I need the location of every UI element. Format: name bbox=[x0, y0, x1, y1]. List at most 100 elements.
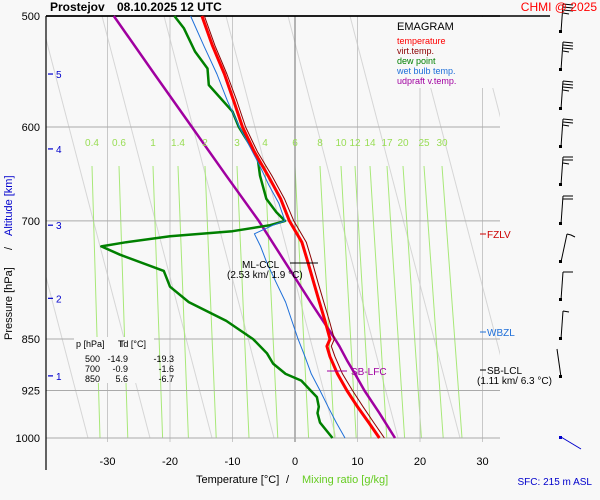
wind-barb bbox=[559, 233, 576, 263]
x-tick-label: -20 bbox=[162, 456, 178, 468]
y-tick-label: 600 bbox=[22, 122, 40, 134]
surface-elevation: SFC: 215 m ASL bbox=[518, 477, 593, 488]
barb-station-dot bbox=[559, 298, 562, 301]
wind-barb bbox=[559, 156, 573, 186]
table-cell-dewpoint: -6.7 bbox=[158, 374, 174, 384]
x-tick-label: -30 bbox=[100, 456, 116, 468]
barb-half-feather bbox=[562, 162, 570, 165]
data-table: p [hPa] TTd [°C] 500 -14.9 -19.3 700 -0.9 -1.6 8… bbox=[74, 337, 174, 384]
barb-staff bbox=[560, 80, 564, 110]
barb-feather bbox=[562, 41, 574, 44]
mixing-ratio-line bbox=[264, 165, 279, 438]
temperature-line bbox=[200, 15, 381, 439]
altitude-label: 4 bbox=[56, 145, 62, 156]
wbzl-label: WBZL bbox=[487, 328, 515, 339]
altitude-label: 3 bbox=[56, 221, 62, 232]
table-cell-dewpoint: -1.6 bbox=[158, 364, 174, 374]
mixing-ratio-label: 30 bbox=[436, 138, 448, 149]
y-axis-title-altitude: Altitude [km] bbox=[3, 175, 15, 236]
table-cell-pressure: 850 bbox=[85, 374, 100, 384]
dry-adiabat-line bbox=[101, 16, 213, 438]
x-tick-label: 0 bbox=[292, 456, 298, 468]
mixing-ratio-line bbox=[441, 165, 463, 438]
barb-station-dot bbox=[559, 436, 562, 439]
updraft-line bbox=[112, 15, 397, 439]
barb-staff bbox=[560, 436, 582, 450]
barb-feather bbox=[562, 3, 574, 6]
mixing-ratio-label: 25 bbox=[418, 138, 430, 149]
legend-item-dew-point: dew point bbox=[397, 56, 436, 66]
mixing-ratio-label: 0.4 bbox=[85, 138, 99, 149]
wind-barb bbox=[556, 348, 562, 378]
mixing-ratio-label: 8 bbox=[317, 138, 323, 149]
table-cell-temperature: -0.9 bbox=[112, 364, 128, 374]
mixing-ratio-label: 0.6 bbox=[112, 138, 126, 149]
x-tick-label: 10 bbox=[351, 456, 363, 468]
mixing-ratio-line bbox=[236, 165, 250, 438]
copyright: CHMI @ 2025 bbox=[521, 0, 598, 14]
barb-feather bbox=[562, 9, 574, 12]
barb-staff bbox=[560, 3, 564, 33]
station-name: Prostejov bbox=[50, 0, 105, 14]
y-axis-title: Pressure [hPa] bbox=[3, 267, 15, 340]
x-tick-label: -10 bbox=[225, 456, 241, 468]
wind-barb bbox=[559, 118, 574, 148]
barb-feather bbox=[562, 80, 574, 83]
barb-station-dot bbox=[559, 68, 562, 71]
barb-half-feather bbox=[562, 50, 570, 53]
table-cell-pressure: 700 bbox=[85, 364, 100, 374]
mixing-ratio-label: 10 bbox=[335, 138, 347, 149]
virtual-temperature-line bbox=[203, 15, 385, 439]
barb-staff bbox=[556, 348, 562, 378]
wind-barb bbox=[559, 310, 570, 340]
dry-adiabat-line bbox=[46, 274, 89, 438]
barb-half-feather bbox=[562, 89, 570, 92]
mixing-ratio-line bbox=[204, 165, 217, 438]
mixing-ratio-line bbox=[319, 165, 335, 438]
mixing-ratio-label: 20 bbox=[397, 138, 409, 149]
barb-staff bbox=[560, 233, 568, 263]
mixing-ratio-label: 3 bbox=[234, 138, 240, 149]
legend-box bbox=[395, 17, 495, 88]
barb-feather bbox=[562, 83, 574, 86]
barb-station-dot bbox=[559, 222, 562, 225]
y-tick-label: 500 bbox=[22, 11, 40, 23]
x-tick-label: 30 bbox=[476, 456, 488, 468]
y-tick-label: 850 bbox=[22, 334, 40, 346]
barb-station-dot bbox=[559, 260, 562, 263]
mixing-ratio-line bbox=[294, 165, 310, 438]
mixing-ratio-label: 1.4 bbox=[171, 138, 185, 149]
barb-feather bbox=[562, 86, 574, 89]
barb-feather bbox=[562, 118, 574, 121]
barb-feather bbox=[562, 44, 574, 47]
dry-adiabat-line bbox=[349, 16, 461, 438]
x-axis-separator: / bbox=[286, 474, 290, 486]
dry-adiabat-line bbox=[287, 16, 399, 438]
dry-adiabat-line bbox=[536, 16, 600, 438]
legend-item-wet-bulb-temp-: wet bulb temp. bbox=[396, 66, 456, 76]
x-axis-title-mixing: Mixing ratio [g/kg] bbox=[302, 474, 388, 486]
barb-feather bbox=[566, 233, 576, 238]
barb-staff bbox=[560, 195, 564, 225]
barb-station-dot bbox=[559, 145, 562, 148]
grid-layer bbox=[45, 15, 600, 470]
y-tick-label: 700 bbox=[22, 216, 40, 228]
mixing-ratio-line bbox=[423, 165, 444, 438]
mixing-ratio-label: 4 bbox=[262, 138, 268, 149]
table-cell-temperature: 5.6 bbox=[115, 374, 128, 384]
y-tick-label: 925 bbox=[22, 386, 40, 398]
ml-ccl-label: ML-CCL bbox=[242, 260, 280, 271]
x-axis-title: Temperature [°C] bbox=[196, 474, 279, 486]
table-header: p [hPa] bbox=[76, 339, 105, 349]
barb-station-dot bbox=[559, 337, 562, 340]
mixing-ratio-label: 1 bbox=[150, 138, 156, 149]
legend-item-virt-temp-: virt.temp. bbox=[397, 46, 434, 56]
mixing-ratio-line bbox=[177, 165, 189, 438]
legend-item-temperature: temperature bbox=[397, 36, 446, 46]
wet-bulb-line bbox=[190, 15, 346, 439]
wind-barb bbox=[559, 436, 582, 450]
mixing-ratio-label: 14 bbox=[364, 138, 376, 149]
mixing-ratio-label: 6 bbox=[292, 138, 298, 149]
barb-station-dot bbox=[559, 30, 562, 33]
mixing-ratio-line bbox=[91, 165, 101, 438]
